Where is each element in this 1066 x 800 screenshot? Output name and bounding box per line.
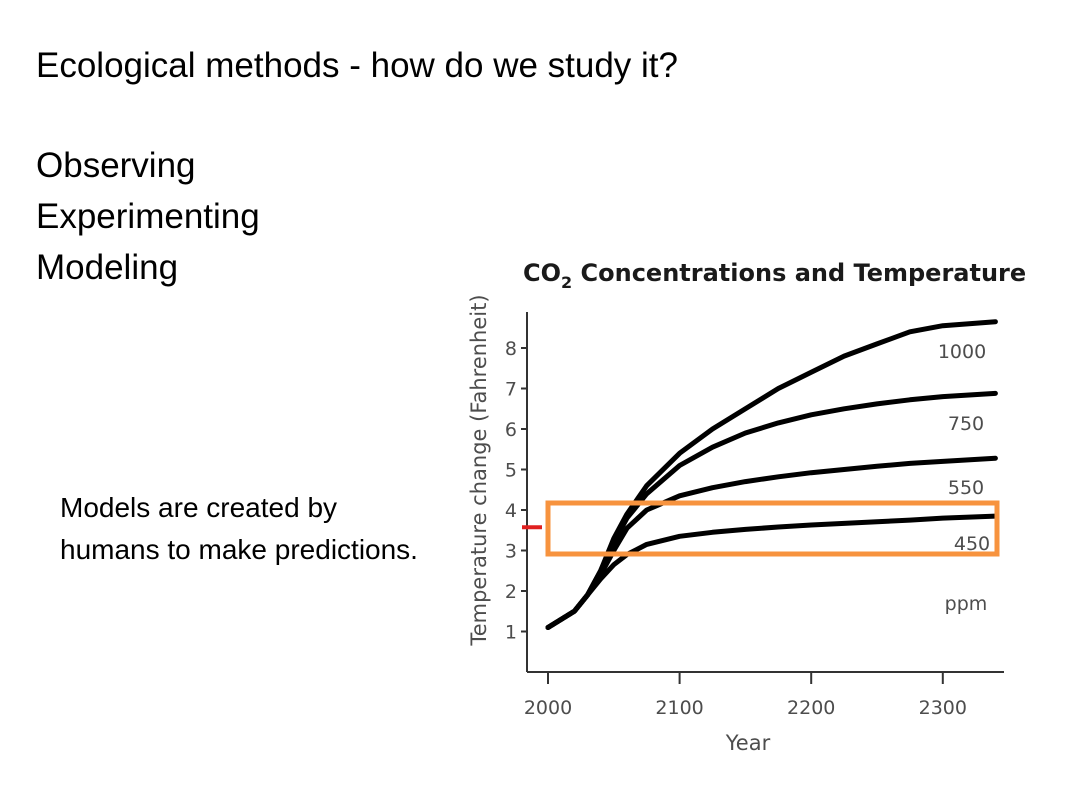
y-tick-label: 8 (505, 338, 517, 360)
method-observing: Observing (36, 146, 196, 185)
units-label: ppm (945, 593, 988, 615)
x-tick-label: 2300 (919, 697, 967, 719)
highlight-box (545, 500, 1000, 557)
chart-title-suffix: Concentrations and Temperature (572, 259, 1026, 287)
method-experimenting: Experimenting (36, 197, 260, 236)
x-tick-label: 2200 (787, 697, 835, 719)
y-axis-title: Temperature change (Fahrenheit) (467, 294, 491, 646)
series-line-750ppm (545, 390, 998, 630)
chart-body: 1 2 3 4 5 6 7 8 2000 2100 2200 2300 1000 750 550 450 (505, 312, 1004, 719)
x-tick-label: 2000 (524, 697, 572, 719)
chart-title-prefix: CO (523, 259, 561, 287)
method-modeling: Modeling (36, 248, 179, 287)
y-tick-label: 4 (505, 500, 517, 522)
x-tick-label: 2100 (655, 697, 703, 719)
methods-list: Observing Experimenting Modeling (36, 140, 260, 293)
chart-title: CO2 Concentrations and Temperature (523, 259, 1026, 292)
models-caption: Models are created by humans to make pre… (60, 492, 418, 565)
curve-label-450: 450 (954, 533, 990, 555)
curve-label-750: 750 (948, 413, 984, 435)
y-tick-label: 2 (505, 581, 517, 603)
y-tick-label: 5 (505, 460, 517, 482)
y-tick-label: 7 (505, 379, 517, 401)
chart-title-subscript: 2 (561, 273, 572, 292)
y-tick-label: 1 (505, 622, 517, 644)
curve-label-1000: 1000 (938, 341, 986, 363)
series-line-450ppm (545, 513, 998, 630)
y-tick-label: 6 (505, 419, 517, 441)
curve-label-550: 550 (948, 477, 984, 499)
x-axis-title: Year (725, 731, 771, 755)
slide-title: Ecological methods - how do we study it? (36, 46, 678, 85)
series-line-1000ppm (545, 319, 998, 630)
y-tick-label: 3 (505, 541, 517, 563)
